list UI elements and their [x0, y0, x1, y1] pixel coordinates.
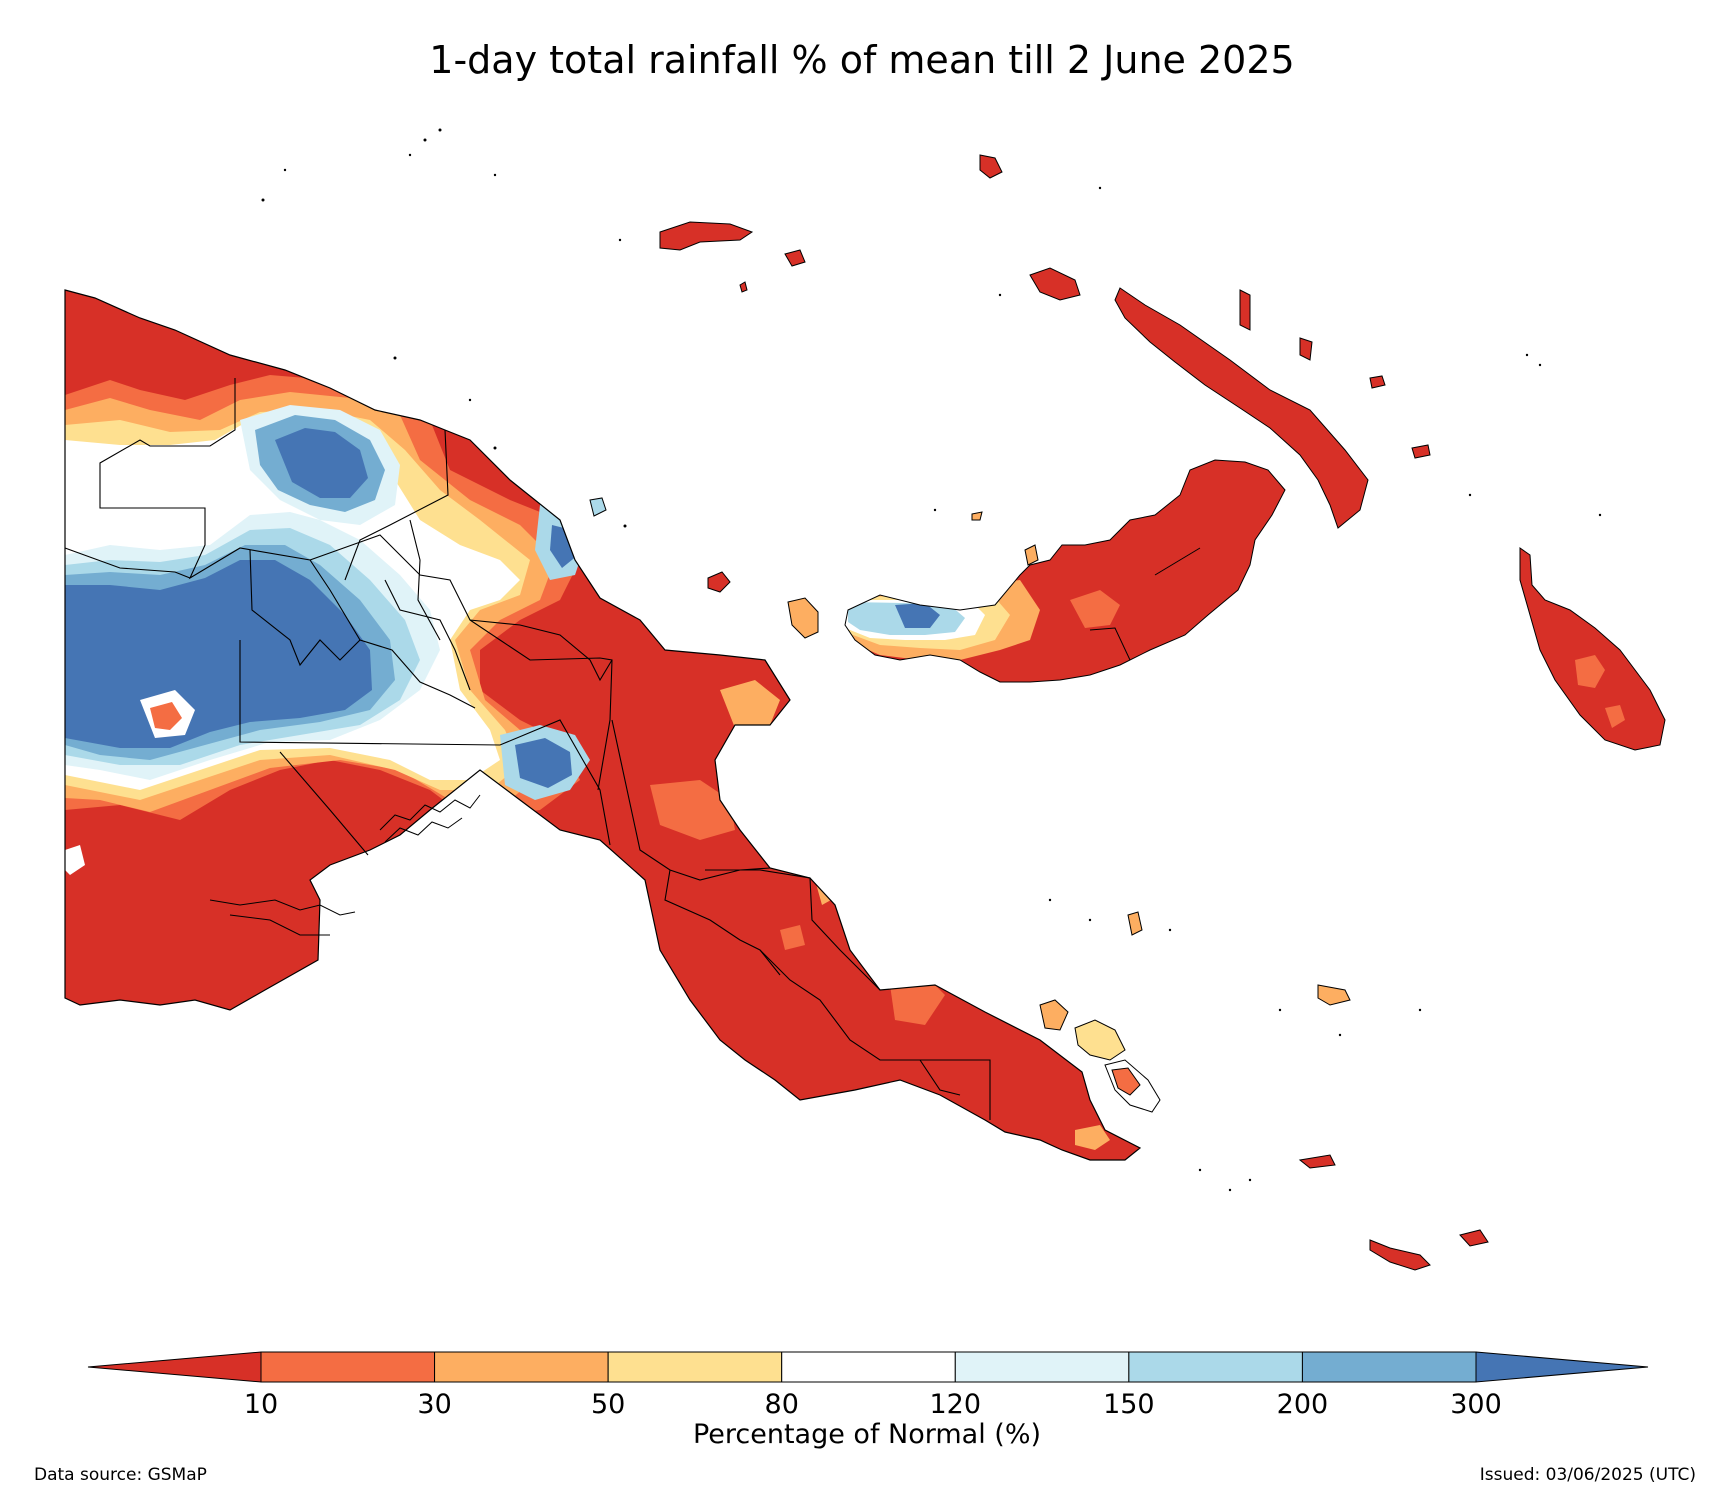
colorbar-extend-high	[1475, 1351, 1649, 1383]
colorbar-extend-low	[87, 1351, 262, 1383]
data-source: Data source: GSMaP	[34, 1465, 207, 1485]
new-ireland	[979, 154, 1431, 529]
colorbar-tick-label: 50	[591, 1389, 625, 1420]
colorbar-segment-50_80	[607, 1351, 783, 1383]
colorbar-tick-label: 30	[417, 1389, 451, 1420]
colorbar-segment-120_150	[954, 1351, 1130, 1383]
delta-coastline	[209, 794, 481, 936]
colorbar-tick-label: 10	[244, 1389, 278, 1420]
province-boundaries	[64, 378, 991, 1120]
map-title: 1-day total rainfall % of mean till 2 Ju…	[429, 38, 1295, 82]
bougainville	[1519, 547, 1666, 751]
colorbar-tick-label: 120	[930, 1389, 982, 1420]
manus-island	[659, 221, 806, 293]
milne-bay-islands	[1039, 911, 1489, 1271]
colorbar-segment-200_300	[1301, 1351, 1477, 1383]
colorbar-tick-label: 200	[1277, 1389, 1329, 1420]
colorbar-segment-150_200	[1128, 1351, 1303, 1383]
colorbar-segment-80_120	[781, 1351, 956, 1383]
new-britain	[844, 459, 1286, 683]
small-islets	[261, 128, 1602, 1192]
colorbar: 10 30 50 80 120 150 200 300 Percentage of Norma…	[87, 1351, 1649, 1450]
colorbar-tick-label: 150	[1103, 1389, 1155, 1420]
colorbar-segment-30_50	[434, 1351, 609, 1383]
colorbar-tick-label: 80	[765, 1389, 799, 1420]
issued-date: Issued: 03/06/2025 (UTC)	[1479, 1465, 1696, 1485]
mainland-region	[64, 289, 1142, 1161]
north-coast-islands	[589, 497, 1039, 639]
colorbar-tick-label: 300	[1450, 1389, 1502, 1420]
colorbar-label: Percentage of Normal (%)	[693, 1419, 1041, 1450]
rainfall-map	[64, 128, 1666, 1271]
colorbar-segment-10_30	[260, 1351, 436, 1383]
